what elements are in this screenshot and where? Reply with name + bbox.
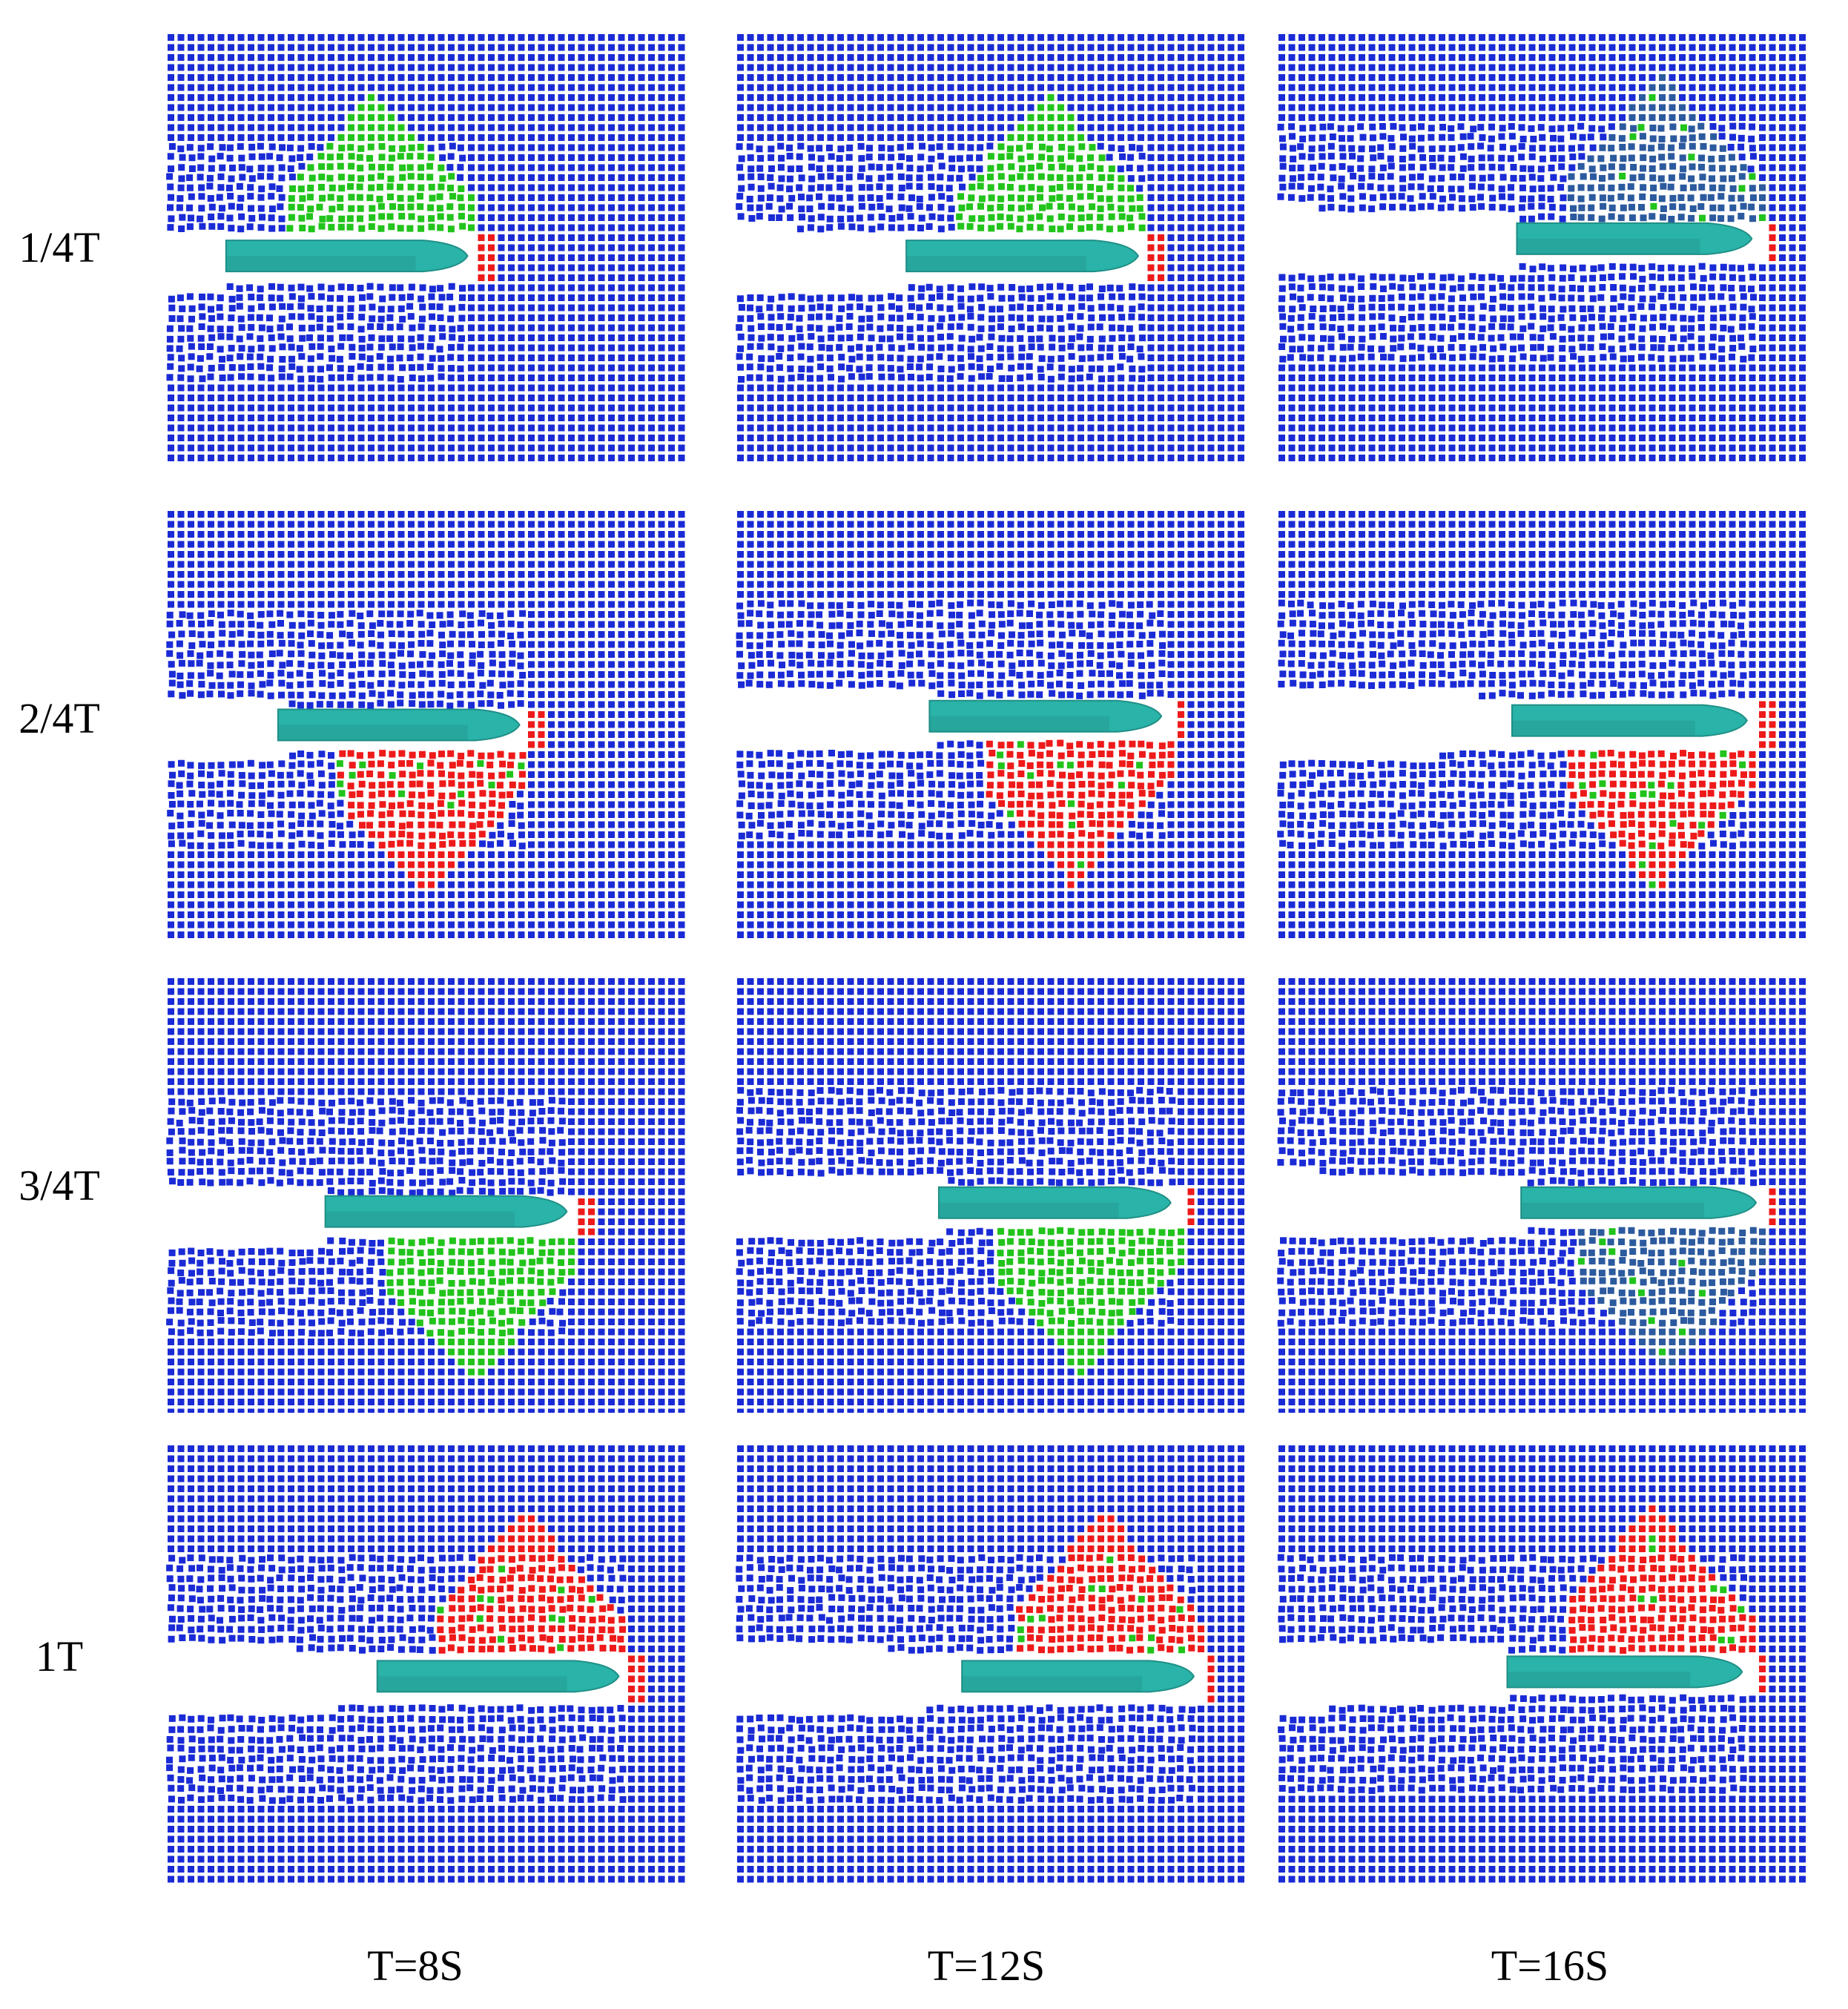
particles-highlight bbox=[1567, 74, 1766, 222]
sph-panel bbox=[1276, 975, 1809, 1413]
sph-panel bbox=[734, 1442, 1250, 1884]
particles-highlight bbox=[1568, 1505, 1756, 1654]
particles-blue bbox=[1277, 511, 1806, 938]
ship-hull-shade bbox=[1517, 238, 1700, 254]
particle-field bbox=[1277, 1445, 1806, 1883]
particles-blue bbox=[736, 978, 1244, 1413]
particles-blue bbox=[736, 1445, 1244, 1883]
particle-field bbox=[166, 1445, 685, 1883]
row-label-full: 1T bbox=[35, 1632, 84, 1680]
sph-panel bbox=[734, 31, 1250, 464]
particles-bow bbox=[1187, 1188, 1195, 1225]
sph-panel bbox=[1276, 1442, 1809, 1884]
particles-bow bbox=[578, 1198, 595, 1236]
particles-bow bbox=[528, 711, 545, 748]
particles-highlight bbox=[1016, 1515, 1204, 1654]
ship-hull-shade bbox=[325, 1211, 515, 1227]
particle-field bbox=[736, 34, 1244, 461]
particles-bow bbox=[1769, 1188, 1776, 1225]
particles-blue bbox=[166, 1445, 685, 1883]
row-label-half: 2/4T bbox=[19, 694, 100, 742]
particle-field bbox=[166, 511, 685, 938]
ship-hull-shade bbox=[929, 716, 1110, 732]
particle-field bbox=[736, 978, 1244, 1413]
col-label-period-12: T=12S bbox=[927, 1942, 1046, 1990]
ship-hull bbox=[277, 708, 521, 742]
particle-field bbox=[1277, 34, 1806, 461]
particle-field bbox=[166, 978, 685, 1413]
sph-panel bbox=[734, 975, 1250, 1413]
particles-blue bbox=[736, 511, 1244, 938]
sph-panel bbox=[1276, 31, 1809, 464]
ship-hull-shade bbox=[962, 1676, 1142, 1692]
col-label-period-8: T=8S bbox=[367, 1942, 463, 1990]
particles-bow bbox=[1759, 1655, 1766, 1692]
particles-green bbox=[1577, 1228, 1706, 1356]
ship-hull bbox=[1506, 1655, 1743, 1689]
sph-panel bbox=[165, 1442, 690, 1884]
ship-hull-shade bbox=[938, 1202, 1119, 1218]
particles-bow bbox=[1147, 234, 1164, 281]
particles-bow bbox=[1759, 701, 1776, 748]
sph-panel bbox=[165, 31, 690, 464]
particles-blue bbox=[166, 511, 685, 938]
particles-highlight bbox=[1577, 1227, 1766, 1365]
particles-highlight bbox=[386, 1237, 575, 1376]
row-label-three-quarter: 3/4T bbox=[19, 1161, 100, 1210]
ship-hull-shade bbox=[277, 725, 468, 741]
sph-panel bbox=[165, 975, 690, 1413]
ship-hull bbox=[1516, 222, 1753, 255]
ship-hull-shade bbox=[1511, 720, 1695, 736]
particle-field bbox=[166, 34, 685, 461]
particles-bow bbox=[1207, 1655, 1215, 1703]
particles-highlight bbox=[337, 750, 527, 888]
particles-blue bbox=[736, 34, 1244, 461]
ship-hull bbox=[1511, 704, 1748, 737]
ship-hull-shade bbox=[377, 1676, 567, 1692]
particles-highlight bbox=[956, 94, 1146, 233]
particles-bow bbox=[1769, 224, 1776, 261]
col-label-period-16: T=16S bbox=[1491, 1942, 1609, 1990]
particles-highlight bbox=[986, 739, 1175, 888]
particles-green bbox=[1619, 94, 1766, 222]
ship-hull bbox=[1520, 1186, 1758, 1219]
sph-panel bbox=[165, 508, 690, 942]
ship-hull bbox=[376, 1660, 620, 1693]
particles-bow bbox=[478, 234, 495, 281]
ship-hull bbox=[324, 1195, 568, 1228]
particles-green bbox=[997, 741, 1144, 868]
ship-hull bbox=[225, 240, 469, 273]
row-label-quarter: 1/4T bbox=[19, 223, 100, 271]
particles-highlight bbox=[1567, 750, 1756, 888]
particles-blue bbox=[1277, 1445, 1806, 1883]
particles-highlight bbox=[437, 1515, 626, 1654]
particles-highlight bbox=[286, 94, 475, 233]
particles-green bbox=[1637, 1535, 1745, 1644]
particles-blue bbox=[166, 978, 685, 1413]
particle-field bbox=[736, 1445, 1244, 1883]
particles-blue bbox=[1277, 978, 1806, 1413]
ship-hull bbox=[928, 699, 1163, 733]
sph-panel bbox=[1276, 508, 1809, 942]
ship-hull bbox=[961, 1660, 1195, 1693]
ship-hull-shade bbox=[906, 256, 1086, 272]
particles-blue bbox=[1277, 34, 1806, 461]
ship-hull-shade bbox=[1521, 1202, 1704, 1218]
particle-field bbox=[1277, 511, 1806, 938]
ship-hull-shade bbox=[225, 256, 416, 272]
particles-bow bbox=[628, 1655, 645, 1703]
particles-highlight bbox=[997, 1227, 1184, 1376]
particles-bow bbox=[1178, 701, 1184, 738]
ship-hull-shade bbox=[1507, 1672, 1691, 1688]
particles-blue bbox=[166, 34, 685, 461]
sph-panel bbox=[734, 508, 1250, 942]
ship-hull bbox=[937, 1186, 1172, 1219]
ship-hull bbox=[905, 240, 1140, 273]
particle-field bbox=[1277, 978, 1806, 1413]
particle-field bbox=[736, 511, 1244, 938]
